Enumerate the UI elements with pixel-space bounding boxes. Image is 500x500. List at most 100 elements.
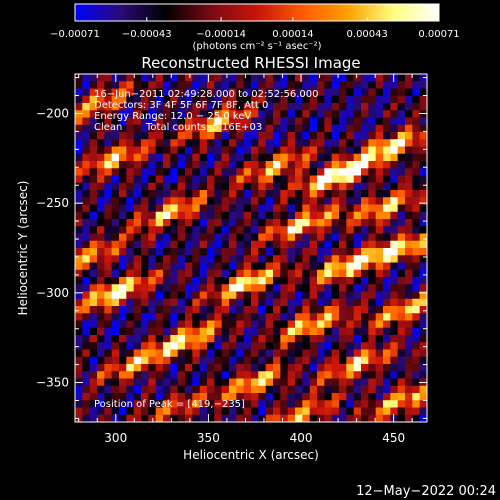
heatmap-cell [141, 378, 149, 387]
heatmap-cell [331, 153, 340, 162]
heatmap-cell [243, 175, 252, 184]
heatmap-cell [302, 146, 311, 155]
heatmap-cell [309, 269, 318, 278]
heatmap-cell [199, 153, 208, 162]
heatmap-cell [265, 175, 274, 184]
heatmap-cell [236, 298, 245, 307]
heatmap-cell [170, 168, 179, 177]
heatmap-cell [243, 284, 252, 293]
heatmap-cell [280, 248, 289, 256]
heatmap-cell [141, 103, 149, 111]
heatmap-plot-area [74, 73, 428, 423]
heatmap-cell [265, 132, 274, 140]
heatmap-cell [111, 146, 120, 155]
heatmap-cell [126, 306, 135, 314]
heatmap-cell [199, 284, 208, 293]
heatmap-cell [148, 233, 157, 242]
heatmap-cell [214, 103, 223, 111]
heatmap-cell [111, 364, 120, 372]
heatmap-cell [302, 95, 311, 104]
heatmap-cell [309, 197, 318, 206]
heatmap-cell [170, 364, 179, 372]
heatmap-cell [236, 197, 245, 206]
heatmap-cell [133, 385, 142, 394]
heatmap-cell [353, 226, 362, 235]
heatmap-cell [353, 327, 362, 336]
heatmap-cell [82, 407, 91, 416]
heatmap-cell [353, 335, 362, 343]
heatmap-cell [375, 349, 384, 358]
heatmap-cell [199, 320, 208, 329]
heatmap-cell [207, 226, 215, 235]
heatmap-cell [368, 313, 377, 322]
heatmap-cell [155, 414, 164, 422]
heatmap-cell [214, 161, 223, 169]
heatmap-cell [361, 117, 369, 126]
heatmap-cell [339, 219, 347, 227]
heatmap-cell [265, 335, 274, 343]
heatmap-cell [199, 393, 208, 401]
heatmap-cell [207, 117, 215, 126]
heatmap-cell [89, 211, 98, 220]
heatmap-cell [368, 364, 377, 372]
heatmap-cell [214, 269, 223, 278]
heatmap-cell [243, 335, 252, 343]
heatmap-cell [236, 95, 245, 104]
heatmap-cell [236, 255, 245, 264]
heatmap-cell [89, 74, 98, 82]
heatmap-cell [317, 407, 325, 416]
heatmap-cell [148, 161, 157, 169]
heatmap-cell [258, 342, 267, 351]
heatmap-cell [199, 139, 208, 148]
heatmap-cell [397, 197, 406, 206]
heatmap-cell [236, 124, 245, 133]
heatmap-cell [119, 175, 127, 184]
heatmap-cell [163, 168, 171, 177]
heatmap-cell [243, 124, 252, 133]
heatmap-cell [361, 175, 369, 184]
heatmap-cell [82, 364, 91, 372]
heatmap-cell [199, 161, 208, 169]
heatmap-cell [111, 393, 120, 401]
heatmap-cell [383, 190, 391, 198]
heatmap-cell [375, 371, 384, 380]
heatmap-cell [148, 197, 157, 206]
heatmap-cell [192, 204, 201, 213]
heatmap-cell [390, 233, 399, 242]
heatmap-cell [221, 320, 230, 329]
heatmap-cell [97, 378, 105, 387]
heatmap-cell [141, 81, 149, 90]
heatmap-cell [397, 81, 406, 90]
heatmap-cell [104, 168, 113, 177]
heatmap-cell [346, 153, 355, 162]
heatmap-cell [82, 400, 91, 409]
heatmap-cell [361, 95, 369, 104]
heatmap-cell [280, 233, 289, 242]
heatmap-cell [383, 262, 391, 271]
heatmap-cell [243, 110, 252, 119]
heatmap-cell [199, 378, 208, 387]
heatmap-cell [412, 117, 421, 126]
heatmap-cell [170, 335, 179, 343]
heatmap-cell [302, 211, 311, 220]
heatmap-cell [177, 233, 186, 242]
heatmap-cell [324, 95, 333, 104]
heatmap-cell [119, 233, 127, 242]
heatmap-cell [236, 110, 245, 119]
heatmap-cell [199, 132, 208, 140]
heatmap-cell [324, 371, 333, 380]
heatmap-cell [405, 255, 413, 264]
heatmap-cell [221, 255, 230, 264]
heatmap-cell [221, 400, 230, 409]
heatmap-cell [214, 117, 223, 126]
heatmap-cell [119, 284, 127, 293]
heatmap-cell [287, 161, 296, 169]
heatmap-cell [309, 349, 318, 358]
heatmap-cell [397, 139, 406, 148]
heatmap-cell [353, 81, 362, 90]
heatmap-cell [243, 74, 252, 82]
heatmap-cell [207, 146, 215, 155]
heatmap-cell [82, 132, 91, 140]
heatmap-cell [75, 284, 83, 293]
heatmap-cell [324, 393, 333, 401]
